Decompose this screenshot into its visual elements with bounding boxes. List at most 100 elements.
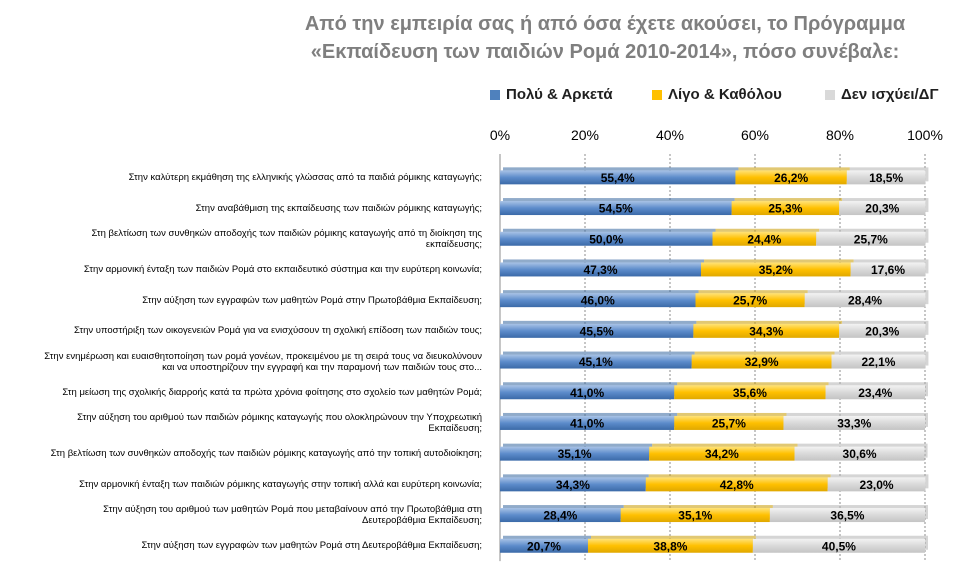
value-label: 40,5% [822, 539, 856, 553]
legend-swatch-blue [490, 90, 500, 101]
bar-segment [500, 231, 713, 246]
value-label: 35,2% [759, 263, 793, 277]
bar-segment [500, 262, 702, 277]
bar-segment [500, 538, 588, 553]
category-label: Στην αύξηση των εγγραφών των μαθητών Ρομ… [141, 540, 482, 552]
value-label: 24,4% [747, 232, 781, 246]
value-label: 32,9% [745, 355, 779, 369]
bar-segment [620, 508, 770, 523]
value-label: 30,6% [843, 447, 877, 461]
x-tick-label: 60% [741, 127, 769, 143]
legend-label: Λίγο & Καθόλου [668, 86, 782, 103]
category-label: Στην αύξηση του αριθμού των μαθητών Ρομά… [103, 504, 482, 527]
bar-segment [735, 170, 847, 185]
bar-segment [816, 231, 926, 246]
category-label: Στην υποστήριξη των οικογενειών Ρομά για… [73, 325, 482, 337]
value-label: 35,1% [678, 509, 712, 523]
value-label: 33,3% [837, 416, 871, 430]
value-label: 25,7% [733, 294, 767, 308]
bar-segment [500, 201, 732, 216]
bar-segment [783, 415, 925, 430]
legend-swatch-gray [825, 90, 835, 101]
value-label: 25,7% [712, 416, 746, 430]
value-label: 23,4% [858, 386, 892, 400]
value-label: 45,5% [580, 324, 614, 338]
bar-segment [691, 354, 832, 369]
value-label: 38,8% [653, 539, 687, 553]
value-label: 34,3% [749, 324, 783, 338]
bar-segment [500, 446, 650, 461]
value-label: 41,0% [570, 416, 604, 430]
x-tick-label: 100% [907, 127, 943, 143]
legend: Πολύ & Αρκετά Λίγο & Καθόλου Δεν ισχύει/… [480, 86, 950, 108]
value-label: 18,5% [869, 171, 903, 185]
value-label: 20,3% [865, 324, 899, 338]
bars [500, 167, 929, 553]
value-label: 41,0% [570, 386, 604, 400]
category-label: Στην αρμονική ένταξη των παιδιών ρόμικης… [79, 478, 482, 490]
bar-segment [701, 262, 851, 277]
value-label: 46,0% [581, 294, 615, 308]
value-label: 28,4% [848, 294, 882, 308]
bar-segment [500, 293, 696, 308]
bar-segment [695, 293, 805, 308]
bar-segment [674, 415, 784, 430]
bar-segment [731, 201, 840, 216]
value-label: 42,8% [720, 478, 754, 492]
category-label: Στην ενημέρωση και ευαισθητοποίηση των ρ… [44, 350, 482, 373]
value-label: 22,1% [861, 355, 895, 369]
category-label: Στην αρμονική ένταξη των παιδιών Ρομά στ… [83, 263, 482, 275]
value-label: 25,7% [854, 232, 888, 246]
value-label: 34,3% [556, 478, 590, 492]
bar-segment [794, 446, 925, 461]
value-label: 50,0% [589, 232, 623, 246]
category-label: Στη βελτίωση των συνθηκών αποδοχής των π… [91, 227, 482, 250]
bar-segment [693, 323, 840, 338]
bar-segment [839, 201, 926, 216]
x-tick-label: 80% [826, 127, 854, 143]
bar-segment [500, 508, 621, 523]
bar-segment [587, 538, 753, 553]
bar-segment [645, 477, 828, 492]
bar-segment [500, 477, 646, 492]
bar-segment [827, 477, 926, 492]
value-label: 20,3% [865, 202, 899, 216]
value-label: 47,3% [583, 263, 617, 277]
legend-swatch-yellow [652, 90, 662, 101]
x-tick-label: 0% [490, 127, 510, 143]
bar-segment [649, 446, 795, 461]
x-axis-ticks: 0% 20% 40% 60% 80% 100% [490, 127, 943, 143]
value-label: 34,2% [705, 447, 739, 461]
category-label: Στην καλύτερη εκμάθηση της ελληνικής γλώ… [128, 171, 482, 183]
category-label: Στην αναβάθμιση της εκπαίδευσης των παιδ… [195, 202, 482, 214]
value-label: 54,5% [599, 202, 633, 216]
value-label: 26,2% [774, 171, 808, 185]
bar-segment [846, 170, 926, 185]
value-label: 36,5% [830, 509, 864, 523]
x-tick-label: 40% [656, 127, 684, 143]
bar-segment [500, 323, 694, 338]
x-tick-label: 20% [571, 127, 599, 143]
bar-segment [839, 323, 926, 338]
bar-segment [850, 262, 926, 277]
bar-segment [500, 415, 675, 430]
bar-segment [500, 170, 736, 185]
value-label: 35,1% [558, 447, 592, 461]
value-label: 45,1% [579, 355, 613, 369]
value-labels: 55,4% 26,2% 18,5% 54,5% 25,3% 20,3% 50,0% 24,4%… [527, 171, 905, 553]
bar-segment [825, 385, 925, 400]
category-label: Στην αύξηση του αριθμού των παιδιών ρόμι… [77, 411, 482, 434]
value-label: 28,4% [543, 509, 577, 523]
legend-item-little: Λίγο & Καθόλου [652, 86, 782, 103]
bar-segment [500, 385, 675, 400]
value-label: 25,3% [768, 202, 802, 216]
bar-segment [674, 385, 826, 400]
bar-segment [769, 508, 925, 523]
legend-label: Πολύ & Αρκετά [506, 86, 613, 103]
value-label: 35,6% [733, 386, 767, 400]
value-label: 17,6% [871, 263, 905, 277]
chart-title: Από την εμπειρία σας ή από όσα έχετε ακο… [304, 13, 906, 63]
value-label: 23,0% [860, 478, 894, 492]
bar-segment [831, 354, 926, 369]
